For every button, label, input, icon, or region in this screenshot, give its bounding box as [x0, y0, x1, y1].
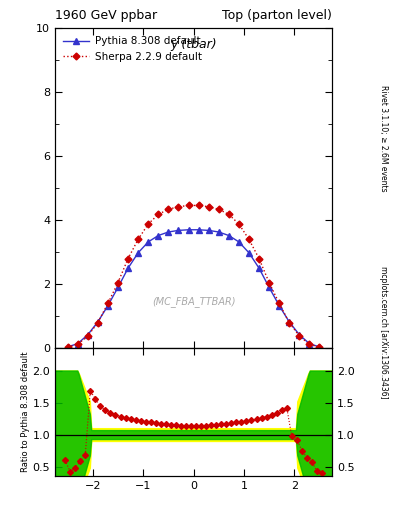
Sherpa 2.2.9 default [247, 237, 252, 243]
Pythia 8.308 default [136, 250, 141, 256]
Pythia 8.308 default [75, 340, 80, 347]
Pythia 8.308 default [287, 319, 292, 325]
Pythia 8.308 default [206, 227, 211, 233]
Sherpa 2.2.9 default [136, 237, 141, 243]
Sherpa 2.2.9 default [307, 342, 312, 348]
Line: Sherpa 2.2.9 default: Sherpa 2.2.9 default [65, 203, 322, 350]
Sherpa 2.2.9 default [217, 206, 221, 212]
Text: (MC_FBA_TTBAR): (MC_FBA_TTBAR) [152, 295, 235, 307]
Sherpa 2.2.9 default [206, 204, 211, 210]
Pythia 8.308 default [196, 227, 201, 233]
Sherpa 2.2.9 default [146, 221, 151, 227]
Pythia 8.308 default [226, 232, 231, 239]
Pythia 8.308 default [146, 239, 151, 245]
Pythia 8.308 default [267, 284, 272, 290]
Sherpa 2.2.9 default [226, 211, 231, 218]
Sherpa 2.2.9 default [267, 280, 272, 286]
Pythia 8.308 default [217, 229, 221, 235]
Y-axis label: Ratio to Pythia 8.308 default: Ratio to Pythia 8.308 default [20, 352, 29, 473]
Pythia 8.308 default [297, 332, 302, 338]
Pythia 8.308 default [176, 227, 181, 233]
Sherpa 2.2.9 default [116, 280, 120, 286]
Text: y (tbar): y (tbar) [170, 38, 217, 51]
Sherpa 2.2.9 default [85, 333, 90, 339]
Pythia 8.308 default [317, 344, 322, 350]
Sherpa 2.2.9 default [317, 344, 322, 350]
Pythia 8.308 default [307, 340, 312, 347]
Pythia 8.308 default [126, 265, 130, 271]
Pythia 8.308 default [116, 284, 120, 290]
Pythia 8.308 default [156, 232, 161, 239]
Sherpa 2.2.9 default [156, 211, 161, 218]
Text: Top (parton level): Top (parton level) [222, 9, 332, 22]
Sherpa 2.2.9 default [95, 319, 100, 326]
Sherpa 2.2.9 default [126, 255, 130, 262]
Sherpa 2.2.9 default [277, 300, 281, 306]
Pythia 8.308 default [95, 319, 100, 325]
Sherpa 2.2.9 default [257, 255, 261, 262]
Text: 1960 GeV ppbar: 1960 GeV ppbar [55, 9, 157, 22]
Line: Pythia 8.308 default: Pythia 8.308 default [65, 227, 322, 350]
Legend: Pythia 8.308 default, Sherpa 2.2.9 default: Pythia 8.308 default, Sherpa 2.2.9 defau… [60, 33, 205, 65]
Pythia 8.308 default [106, 303, 110, 309]
Pythia 8.308 default [166, 229, 171, 235]
Text: Rivet 3.1.10; ≥ 2.6M events: Rivet 3.1.10; ≥ 2.6M events [379, 85, 387, 191]
Sherpa 2.2.9 default [287, 319, 292, 326]
Sherpa 2.2.9 default [65, 344, 70, 350]
Pythia 8.308 default [65, 344, 70, 350]
Pythia 8.308 default [257, 265, 261, 271]
Sherpa 2.2.9 default [106, 300, 110, 306]
Pythia 8.308 default [277, 303, 281, 309]
Pythia 8.308 default [237, 239, 241, 245]
Sherpa 2.2.9 default [237, 221, 241, 227]
Sherpa 2.2.9 default [196, 202, 201, 208]
Pythia 8.308 default [186, 227, 191, 233]
Sherpa 2.2.9 default [75, 342, 80, 348]
Text: mcplots.cern.ch [arXiv:1306.3436]: mcplots.cern.ch [arXiv:1306.3436] [379, 266, 387, 399]
Pythia 8.308 default [85, 332, 90, 338]
Pythia 8.308 default [247, 250, 252, 256]
Sherpa 2.2.9 default [176, 204, 181, 210]
Sherpa 2.2.9 default [166, 206, 171, 212]
Sherpa 2.2.9 default [297, 333, 302, 339]
Sherpa 2.2.9 default [186, 202, 191, 208]
